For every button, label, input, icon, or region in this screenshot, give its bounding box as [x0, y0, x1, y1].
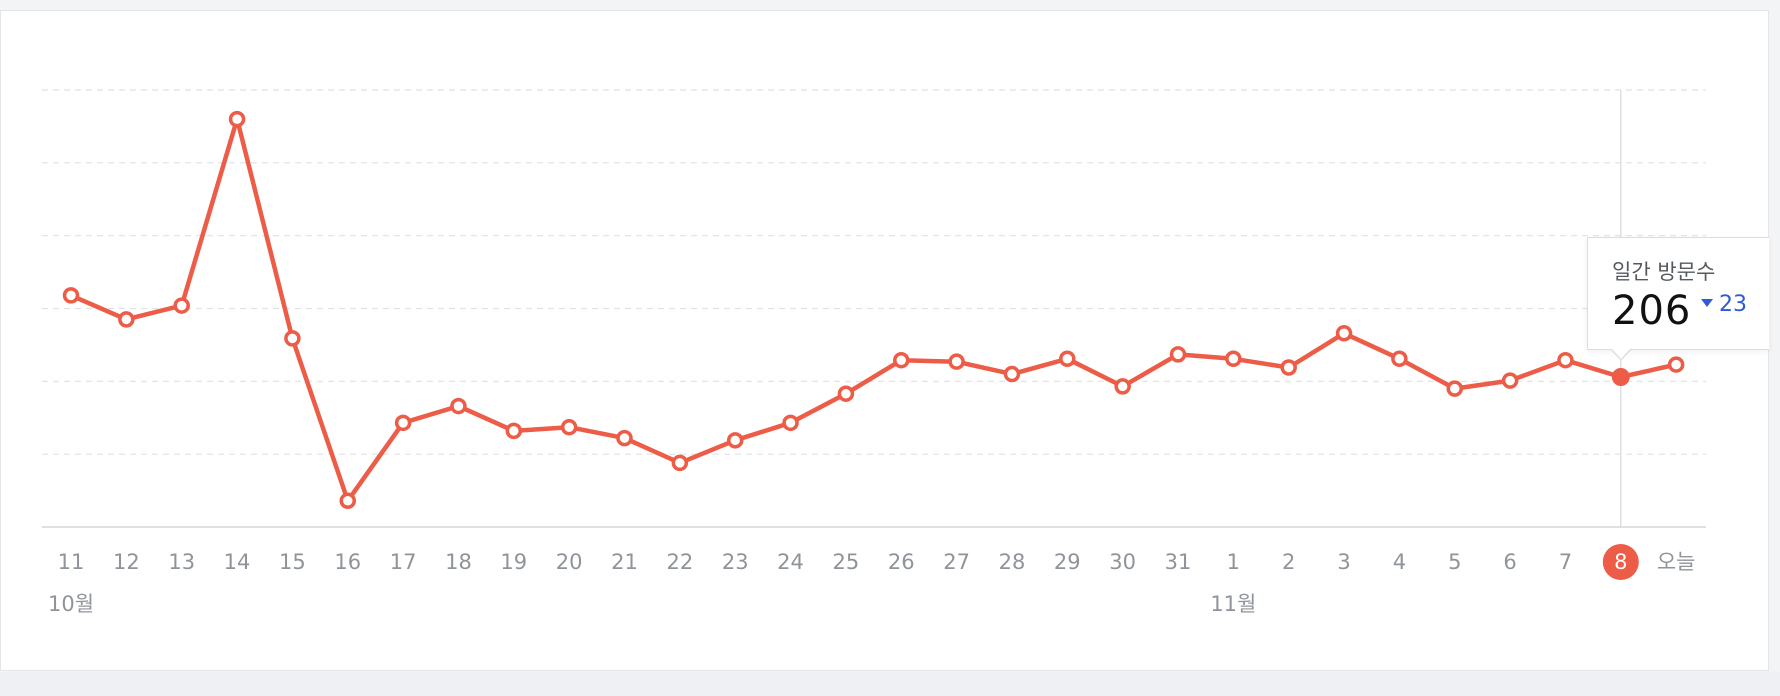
tooltip-delta-value: 23 [1719, 292, 1747, 317]
data-point [505, 422, 523, 440]
data-point [1557, 351, 1574, 369]
x-tick-label: 27 [943, 550, 970, 574]
data-point [1059, 350, 1076, 368]
x-tick-label: 2 [1282, 550, 1295, 574]
data-point [1280, 359, 1297, 376]
data-point [1114, 378, 1131, 395]
data-point [1446, 380, 1463, 397]
data-point [1169, 346, 1187, 363]
data-point [450, 397, 467, 415]
data-point [62, 287, 80, 304]
data-point-highlighted [1611, 367, 1630, 386]
x-tick-label: 30 [1109, 550, 1136, 574]
data-point [1667, 356, 1685, 373]
x-tick-label: 12 [113, 550, 140, 574]
data-point [726, 432, 744, 449]
data-point [560, 418, 578, 436]
chart-tooltip: 일간 방문수 206 23 [1587, 237, 1769, 350]
x-tick-label: 오늘 [1657, 550, 1696, 574]
data-point [173, 297, 190, 314]
x-tick-label: 11 [58, 550, 85, 574]
tooltip-title: 일간 방문수 [1612, 260, 1716, 284]
data-point [1335, 325, 1353, 342]
x-tick-label: 3 [1337, 550, 1350, 574]
tooltip-value: 206 [1612, 288, 1692, 334]
x-tick-label: 26 [888, 550, 915, 574]
series-line [68, 116, 1679, 504]
x-tick-label: 4 [1393, 550, 1406, 574]
x-tick-label: 31 [1165, 550, 1192, 574]
data-point [948, 353, 965, 370]
x-tick-label: 13 [168, 550, 195, 574]
x-tick-label: 15 [279, 550, 306, 574]
data-point [837, 385, 855, 402]
data-point [1003, 365, 1021, 383]
x-tick-label: 14 [224, 550, 251, 574]
x-tick-label: 28 [999, 550, 1026, 574]
x-tick-label: 7 [1559, 550, 1572, 574]
x-tick-label: 23 [722, 550, 749, 574]
x-tick-label: 5 [1448, 550, 1461, 574]
x-tick-label: 25 [833, 550, 860, 574]
x-tick-label: 24 [777, 550, 804, 574]
month-label: 10월 [48, 592, 94, 616]
down-triangle-icon [1701, 299, 1713, 307]
x-tick-label: 29 [1054, 550, 1081, 574]
month-label: 11월 [1210, 592, 1256, 616]
x-tick-label: 22 [666, 550, 693, 574]
x-tick-label: 18 [445, 550, 472, 574]
data-point [671, 454, 689, 472]
tooltip-delta: 23 [1701, 292, 1747, 317]
data-point [284, 330, 301, 347]
data-point [1225, 350, 1242, 368]
x-tick-label: 6 [1503, 550, 1516, 574]
x-tick-label: 16 [334, 550, 361, 574]
data-point [1501, 372, 1519, 389]
x-tick-label: 19 [500, 550, 527, 574]
data-point [616, 429, 633, 447]
data-point [339, 492, 356, 510]
data-point [1391, 350, 1408, 368]
data-point [394, 414, 412, 432]
x-tick-label: 17 [390, 550, 417, 574]
data-point [228, 110, 246, 128]
data-point [118, 311, 135, 328]
x-tick-label: 21 [611, 550, 638, 574]
x-tick-label-selected: 8 [1614, 550, 1627, 574]
page-background-strip [0, 672, 1780, 696]
x-tick-label: 20 [556, 550, 583, 574]
selected-date-badge [1602, 544, 1639, 580]
x-tick-label: 1 [1227, 550, 1240, 574]
data-point [893, 351, 910, 369]
tooltip-pointer-fill [1611, 348, 1631, 359]
data-point [782, 414, 799, 432]
